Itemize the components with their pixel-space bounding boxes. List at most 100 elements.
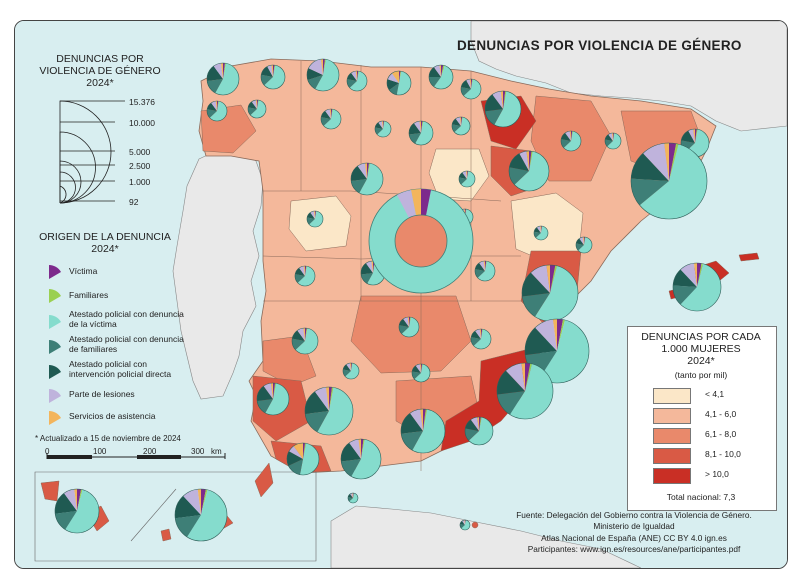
pie-slice bbox=[519, 151, 529, 171]
pie-slice bbox=[303, 443, 306, 459]
update-note: * Actualizado a 15 de noviembre de 2024 bbox=[35, 434, 181, 443]
pie-slice bbox=[540, 226, 541, 233]
pie-symbol bbox=[374, 120, 392, 138]
pie-slice bbox=[367, 163, 370, 179]
pie-symbol bbox=[206, 62, 240, 96]
pie-slice bbox=[529, 151, 532, 171]
pie-symbol bbox=[521, 264, 579, 322]
pie-slice bbox=[459, 117, 461, 126]
pie-slice bbox=[314, 387, 329, 411]
pie-slice bbox=[403, 317, 409, 327]
scale-unit: km bbox=[211, 447, 222, 456]
pie-slice bbox=[576, 243, 584, 251]
pie-slice bbox=[286, 451, 303, 466]
pie-slice bbox=[213, 63, 223, 79]
pie-slice bbox=[582, 237, 584, 245]
pie-slice bbox=[611, 133, 613, 141]
pie-slice bbox=[387, 79, 399, 91]
scale-tick-200: 200 bbox=[143, 447, 157, 456]
pie-slice bbox=[492, 91, 503, 109]
pie-slice bbox=[534, 227, 541, 233]
pie-slice bbox=[466, 79, 471, 89]
pie-slice bbox=[525, 363, 532, 391]
pie-slice bbox=[536, 226, 541, 233]
pie-slice bbox=[351, 363, 353, 371]
pie-symbol bbox=[672, 262, 722, 312]
pie-slice bbox=[560, 139, 571, 148]
origin-item-familiares: Familiares bbox=[69, 290, 109, 300]
pie-slice bbox=[383, 121, 385, 129]
pie-slice bbox=[522, 293, 550, 317]
pie-slice bbox=[273, 65, 276, 77]
pie-slice bbox=[521, 363, 525, 391]
pie-slice bbox=[475, 269, 485, 278]
pie-slice bbox=[541, 226, 542, 233]
pie-symbol bbox=[340, 438, 382, 480]
scale-tick-0: 0 bbox=[45, 447, 50, 456]
credit-participants: Participantes: www.ign.es/resources/ane/… bbox=[527, 544, 741, 554]
pie-slice bbox=[263, 383, 273, 399]
pie-slice bbox=[307, 212, 315, 219]
pie-outline bbox=[320, 108, 342, 130]
origin-item-victima: Víctima bbox=[69, 266, 98, 276]
pie-slice bbox=[351, 439, 382, 479]
scale-tick-300: 300 bbox=[191, 447, 205, 456]
origin-item-atestado-victima: Atestado policial con denuncia de la víc… bbox=[69, 309, 184, 329]
pie-slice bbox=[303, 443, 306, 459]
pie-slice bbox=[441, 65, 444, 77]
pie-symbol bbox=[484, 90, 522, 128]
pie-outline bbox=[342, 362, 360, 380]
pie-slice bbox=[534, 265, 578, 321]
pie-slice bbox=[535, 226, 549, 241]
pie-symbol bbox=[294, 265, 316, 287]
pie-slice bbox=[697, 263, 703, 287]
canary-inset-frame bbox=[34, 471, 317, 562]
pie-slice bbox=[375, 127, 383, 135]
pie-slice bbox=[673, 285, 697, 305]
pie-slice bbox=[317, 387, 354, 436]
pie-slice bbox=[207, 66, 223, 82]
pie-symbol bbox=[260, 64, 286, 90]
pie-slice bbox=[329, 387, 333, 411]
pie-slice bbox=[429, 77, 441, 87]
pie-slice bbox=[291, 338, 305, 350]
origin-item-intervencion-directa: Atestado policial con intervención polic… bbox=[69, 359, 172, 379]
pie-slice bbox=[307, 75, 323, 90]
pie-slice bbox=[371, 261, 373, 273]
pie-slice bbox=[197, 489, 201, 515]
pie-slice bbox=[669, 143, 679, 181]
pie-slice bbox=[525, 363, 531, 391]
map-title: DENUNCIAS POR VIOLENCIA DE GÉNERO bbox=[457, 38, 742, 53]
pie-symbol bbox=[346, 70, 368, 92]
pie-slice bbox=[255, 100, 257, 109]
pie-slice bbox=[307, 68, 323, 80]
pie-slice bbox=[313, 211, 315, 219]
pie-slice bbox=[454, 117, 470, 136]
pie-outline bbox=[256, 382, 290, 416]
map-frame: DENUNCIAS POR VIOLENCIA DE GÉNERO DENUNC… bbox=[14, 20, 788, 569]
pie-slice bbox=[349, 493, 359, 503]
pie-outline bbox=[206, 62, 240, 96]
pie-slice bbox=[433, 65, 441, 77]
pie-slice bbox=[295, 274, 305, 283]
pie-slice bbox=[477, 417, 479, 431]
pie-outline bbox=[460, 78, 482, 100]
credit-ministry: Ministerio de Igualdad bbox=[593, 521, 675, 531]
pie-symbol bbox=[533, 225, 549, 241]
pie-slice bbox=[503, 91, 506, 109]
pie-slice bbox=[359, 163, 383, 195]
pie-slice bbox=[248, 107, 257, 116]
pie-slice bbox=[321, 110, 331, 119]
pie-slice bbox=[357, 71, 359, 81]
pie-slice bbox=[419, 121, 421, 133]
pie-slice bbox=[329, 109, 331, 119]
pie-symbol bbox=[458, 170, 476, 188]
pie-slice bbox=[605, 139, 613, 147]
pie-slice bbox=[439, 65, 441, 77]
pie-outline bbox=[474, 260, 496, 282]
pie-slice bbox=[465, 419, 479, 431]
pie-slice bbox=[325, 387, 329, 411]
pie-slice bbox=[481, 329, 483, 339]
pie-slice bbox=[248, 101, 257, 109]
size-legend-title-line-1: DENUNCIAS POR bbox=[56, 53, 144, 65]
